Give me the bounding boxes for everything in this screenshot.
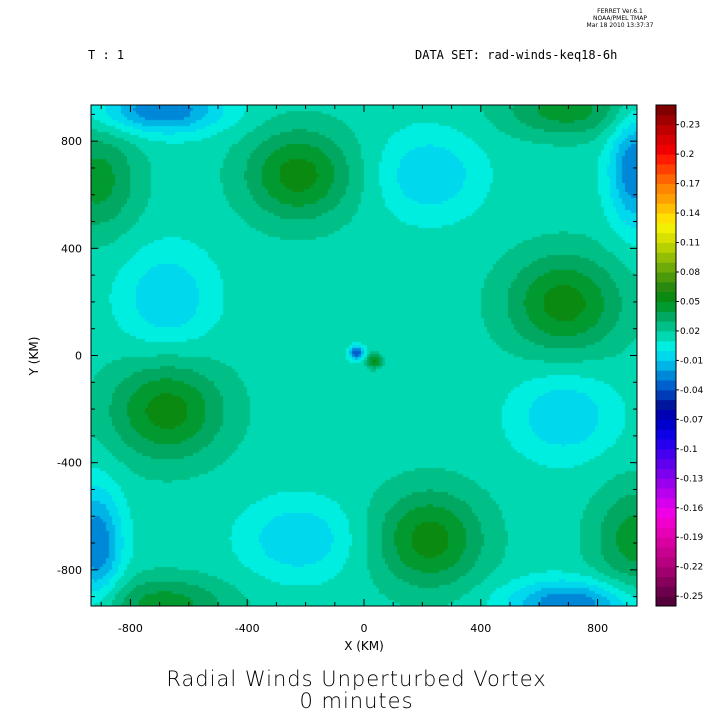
colorbar-swatch <box>656 242 676 253</box>
colorbar-swatch <box>656 566 676 578</box>
colorbar-swatch <box>656 291 676 302</box>
colorbar-swatch <box>656 488 676 499</box>
colorbar-swatch <box>656 124 676 135</box>
colorbar-swatch <box>656 272 676 283</box>
colorbar-swatch <box>656 517 676 528</box>
colorbar-label: -0.19 <box>680 533 704 543</box>
colorbar-swatch <box>656 507 676 519</box>
stamp-line-3: Mar 18 2010 13:37:37 <box>586 22 654 29</box>
colorbar-swatch <box>656 350 676 361</box>
colorbar-swatch <box>656 537 676 548</box>
colorbar-swatch <box>656 527 676 538</box>
time-label: T : 1 <box>88 48 125 62</box>
colorbar-swatch <box>656 114 676 126</box>
colorbar-swatch <box>656 193 676 204</box>
colorbar-swatch <box>656 547 676 558</box>
colorbar-swatch <box>656 105 676 116</box>
colorbar-swatch <box>656 311 676 322</box>
colorbar: 0.23 0.2 0.17 0.14 0.11 0.08 0.05 0.02 -0.01 -0.0… <box>655 104 704 607</box>
x-tick-label: 800 <box>587 622 608 635</box>
colorbar-swatch <box>656 262 676 273</box>
colorbar-swatch <box>656 596 676 607</box>
colorbar-swatch <box>656 134 676 145</box>
colorbar-swatch <box>656 419 676 430</box>
colorbar-swatch <box>656 154 676 165</box>
colorbar-swatch <box>656 163 676 175</box>
y-tick-label: -800 <box>57 564 82 577</box>
ferret-stamp: FERRET Ver.6.1 NOAA/PMEL TMAP Mar 18 201… <box>560 8 680 29</box>
colorbar-swatch <box>656 380 676 391</box>
colorbar-label: -0.13 <box>680 474 703 484</box>
y-tick-label: -400 <box>57 457 82 470</box>
x-tick-label: 400 <box>470 622 491 635</box>
colorbar-swatch <box>656 439 676 450</box>
colorbar-swatch <box>656 330 676 342</box>
y-tick-label: 400 <box>61 242 82 255</box>
heatmap-image <box>91 105 637 606</box>
chart-title: Radial Winds Unperturbed Vortex <box>166 667 547 691</box>
colorbar-label: -0.16 <box>680 504 704 514</box>
colorbar-swatch <box>656 409 676 420</box>
colorbar-label: 0.02 <box>680 327 700 337</box>
colorbar-swatch <box>656 370 676 381</box>
plot-area <box>91 105 637 606</box>
colorbar-label: -0.22 <box>680 563 703 573</box>
colorbar-swatch <box>656 389 676 401</box>
colorbar-swatch <box>656 497 676 509</box>
colorbar-label: 0.17 <box>680 180 700 190</box>
colorbar-swatch <box>656 232 676 244</box>
y-axis-label: Y (KM) <box>27 337 41 377</box>
axes: -800 -400 0 400 800 -800 -400 0 400 800 <box>57 104 638 635</box>
colorbar-frame <box>655 104 677 607</box>
x-tick-label: -800 <box>118 622 143 635</box>
x-axis-label: X (KM) <box>344 639 384 653</box>
colorbar-label: 0.05 <box>680 297 700 307</box>
colorbar-swatch <box>656 252 676 263</box>
x-tick-label: 0 <box>361 622 368 635</box>
colorbar-label: 0.23 <box>680 121 700 131</box>
y-tick-label: 800 <box>61 135 82 148</box>
colorbar-swatch <box>656 556 676 568</box>
colorbar-swatch <box>656 281 676 293</box>
colorbar-swatch <box>656 213 676 224</box>
colorbar-swatch <box>656 340 676 352</box>
colorbar-label: -0.1 <box>680 445 698 455</box>
colorbar-label: 0.08 <box>680 268 700 278</box>
colorbar-swatch <box>656 173 676 185</box>
colorbar-swatch <box>656 360 676 371</box>
colorbar-swatch <box>656 203 676 214</box>
colorbar-label: -0.01 <box>680 356 703 366</box>
y-tick-label: 0 <box>75 350 82 363</box>
colorbar-swatch <box>656 448 676 460</box>
colorbar-swatch <box>656 144 676 155</box>
colorbar-swatch <box>656 399 676 411</box>
stamp-line-1: FERRET Ver.6.1 <box>597 8 643 15</box>
colorbar-swatch <box>656 321 676 332</box>
colorbar-swatch <box>656 183 676 194</box>
colorbar-swatch <box>656 222 676 234</box>
colorbar-swatch <box>656 576 676 587</box>
chart-subtitle: 0 minutes <box>299 689 414 713</box>
colorbar-label: 0.14 <box>680 209 700 219</box>
colorbar-label: 0.2 <box>680 150 694 160</box>
stamp-line-2: NOAA/PMEL TMAP <box>593 15 647 22</box>
colorbar-label: -0.25 <box>680 592 703 602</box>
colorbar-swatch <box>656 468 676 479</box>
colorbar-swatch <box>656 586 676 597</box>
colorbar-swatch <box>656 478 676 489</box>
colorbar-label: -0.04 <box>680 386 704 396</box>
colorbar-swatch <box>656 458 676 469</box>
colorbar-swatch <box>656 301 676 312</box>
colorbar-label: 0.11 <box>680 239 700 249</box>
dataset-label: DATA SET: rad-winds-keq18-6h <box>415 48 618 62</box>
colorbar-swatch <box>656 429 676 440</box>
x-tick-label: -400 <box>235 622 260 635</box>
colorbar-label: -0.07 <box>680 415 703 425</box>
